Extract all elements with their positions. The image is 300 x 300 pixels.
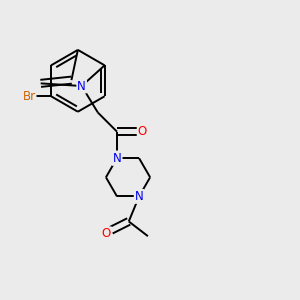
Text: N: N [77, 80, 86, 92]
Text: N: N [112, 152, 122, 165]
Text: N: N [112, 152, 122, 165]
Text: N: N [135, 190, 143, 203]
Text: O: O [138, 125, 147, 138]
Text: Br: Br [22, 90, 36, 103]
Text: O: O [102, 227, 111, 240]
